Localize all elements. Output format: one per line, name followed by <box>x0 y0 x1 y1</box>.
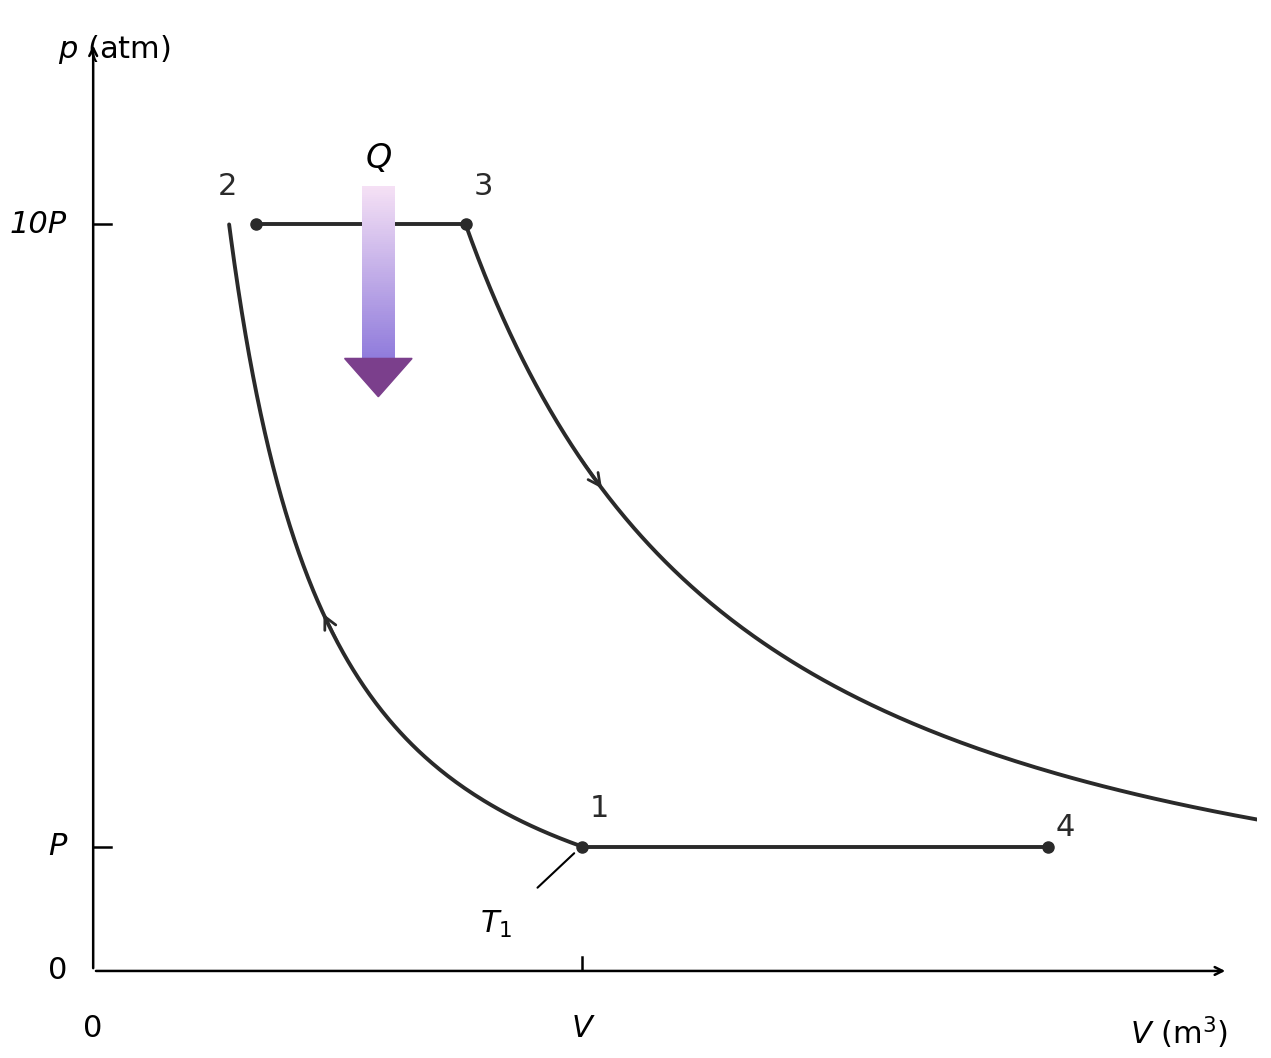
Text: 2: 2 <box>217 171 236 201</box>
Text: V: V <box>572 1014 592 1043</box>
Polygon shape <box>344 359 412 397</box>
Text: $T_1$: $T_1$ <box>480 909 512 940</box>
Text: $Q$: $Q$ <box>365 142 391 175</box>
Text: 1: 1 <box>590 794 609 823</box>
Text: 0: 0 <box>84 1014 103 1043</box>
Text: P: P <box>48 832 67 861</box>
Text: $V$ (m$^3$): $V$ (m$^3$) <box>1130 1014 1228 1051</box>
Text: 4: 4 <box>1055 813 1075 842</box>
Text: $p$ (atm): $p$ (atm) <box>58 33 170 66</box>
Text: 0: 0 <box>47 956 67 985</box>
Text: 3: 3 <box>473 171 493 201</box>
Text: 10P: 10P <box>10 209 67 239</box>
